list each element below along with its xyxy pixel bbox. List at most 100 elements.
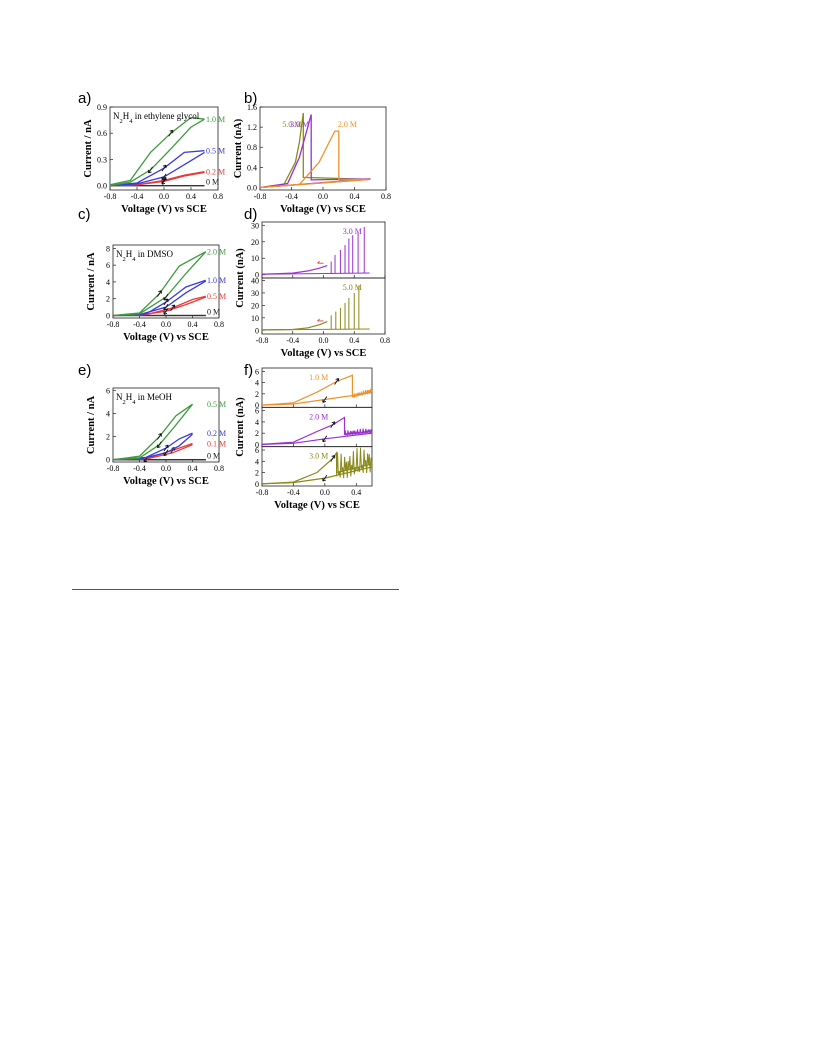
- series-label: 0 M: [207, 307, 220, 316]
- y-tick-label: 6: [255, 407, 259, 416]
- x-tick-label: -0.8: [107, 320, 120, 329]
- series-label: 2.0 M: [207, 248, 226, 257]
- chart-panel-d: d) 0 10 20 30 3.0 M -0.8 -0.4 0.0 0.4 0.8 0 10 20 30 40…: [235, 206, 390, 359]
- series-label: 3.0 M: [309, 452, 328, 461]
- y-tick-label: 2: [106, 433, 110, 442]
- x-axis-label: Voltage (V) vs SCE: [281, 348, 367, 359]
- y-tick-label: 1.6: [247, 103, 257, 112]
- direction-arrow-icon: [330, 421, 336, 429]
- x-tick-label: 0.0: [320, 488, 330, 497]
- y-tick-label: 20: [251, 238, 259, 247]
- x-tick-label: -0.8: [104, 192, 117, 201]
- annotation-part: N: [116, 249, 123, 259]
- y-axis-label: Current / nA: [86, 396, 97, 455]
- direction-arrow-icon: [330, 455, 336, 462]
- panel-letter: d): [244, 206, 257, 223]
- x-tick-label: -0.4: [287, 488, 300, 497]
- direction-arrow-icon: [168, 129, 174, 137]
- x-tick-label: 0.0: [159, 192, 169, 201]
- y-tick-label: 30: [251, 289, 259, 298]
- series-label: 1.0 M: [207, 276, 226, 285]
- annotation-part: N: [113, 111, 120, 121]
- direction-arrow-icon: [322, 396, 328, 403]
- series-label: 0.5 M: [206, 147, 225, 156]
- panel-letter: b): [244, 90, 257, 107]
- y-tick-label: 0.0: [247, 183, 257, 192]
- subscript: 2: [123, 399, 126, 406]
- plot-area: [261, 221, 386, 279]
- y-axis-label: Current (nA): [235, 248, 246, 308]
- noise-trace: [336, 447, 373, 479]
- y-tick-label: 40: [251, 276, 259, 285]
- y-tick-label: 2: [106, 295, 110, 304]
- panel-letter: c): [78, 206, 91, 223]
- subscript: 4: [132, 256, 136, 263]
- annotation-part: N: [116, 392, 123, 402]
- x-tick-label: 0.4: [188, 464, 198, 473]
- direction-arrow-icon: [156, 441, 162, 449]
- solution-annotation: N2H4 in MeOH: [116, 392, 172, 406]
- series-label: 3.0 M: [290, 120, 309, 129]
- x-axis-label: Voltage (V) vs SCE: [123, 476, 209, 487]
- x-tick-label: 0.8: [214, 320, 224, 329]
- x-tick-label: 0.4: [350, 192, 360, 201]
- x-tick-label: 0.0: [318, 192, 328, 201]
- y-axis-label: Current / nA: [83, 119, 94, 178]
- y-tick-label: 4: [255, 418, 259, 427]
- y-tick-label: 2: [255, 469, 259, 478]
- y-axis-label: Current / nA: [86, 252, 97, 311]
- series-line-forward: [259, 112, 371, 189]
- subscript: 2: [123, 256, 126, 263]
- series-line-reverse: [261, 466, 373, 485]
- series-line-reverse: [259, 178, 371, 189]
- y-tick-label: 10: [251, 254, 259, 263]
- direction-arrow-icon: [334, 378, 340, 385]
- x-tick-label: 0.0: [161, 320, 171, 329]
- series-label: 0.2 M: [206, 168, 225, 177]
- direction-arrow-icon: [163, 308, 169, 315]
- direction-arrow-icon: [322, 435, 328, 443]
- y-tick-label: 0.0: [97, 182, 107, 191]
- series-0-5-M: 0.5 M: [112, 400, 226, 461]
- y-tick-label: 6: [255, 446, 259, 455]
- series-line-forward: [259, 114, 371, 189]
- annotation-part: in ethylene glycol: [133, 111, 200, 121]
- y-tick-label: 4: [255, 457, 259, 466]
- direction-arrow-icon: [161, 173, 167, 181]
- subscript: 4: [129, 118, 133, 125]
- y-tick-label: 6: [106, 386, 110, 395]
- section-rule: [72, 589, 399, 590]
- y-tick-label: 0: [106, 311, 110, 320]
- direction-arrow-icon: [163, 444, 169, 452]
- series-line-reverse: [261, 432, 373, 445]
- direction-arrow-icon: [163, 293, 169, 301]
- y-tick-label: 20: [251, 301, 259, 310]
- series-label: 3.0 M: [343, 227, 362, 236]
- direction-arrow-icon: [161, 164, 167, 172]
- x-tick-label: 0.4: [349, 336, 359, 345]
- series-label: 1.0 M: [309, 373, 328, 382]
- x-tick-label: -0.8: [256, 488, 269, 497]
- series-line-forward: [112, 279, 207, 317]
- direction-arrow-icon: [163, 449, 169, 457]
- y-tick-label: 0: [255, 480, 259, 489]
- y-tick-label: 0: [255, 401, 259, 410]
- x-axis-label: Voltage (V) vs SCE: [274, 500, 360, 511]
- red-direction-arrow-icon: [317, 318, 324, 322]
- subplot-1-0-M: 0 2 4 6 1.0 M: [255, 367, 373, 410]
- y-tick-label: 1.2: [247, 123, 257, 132]
- annotation-part: in MeOH: [136, 392, 173, 402]
- series-label: 0.5 M: [207, 400, 226, 409]
- y-tick-label: 0.6: [97, 129, 107, 138]
- y-tick-label: 2: [255, 429, 259, 438]
- x-tick-label: -0.8: [107, 464, 120, 473]
- annotation-part: in DMSO: [136, 249, 174, 259]
- series-label: 0.1 M: [207, 440, 226, 449]
- series-2-0-M: 2.0 M: [112, 248, 226, 317]
- y-tick-label: 0.3: [97, 155, 107, 164]
- red-direction-arrow-icon: [317, 260, 324, 264]
